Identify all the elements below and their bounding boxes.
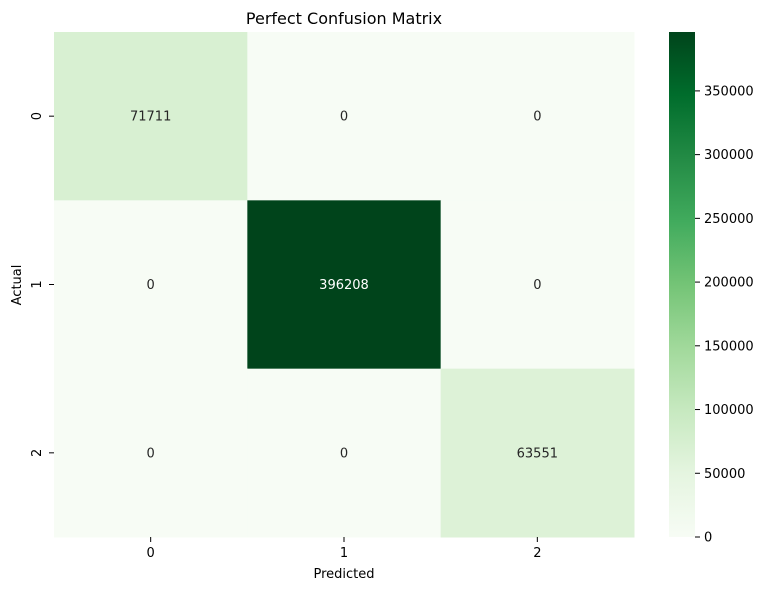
heatmap-cell-0-0 xyxy=(54,32,248,201)
cell-value-2-1: 0 xyxy=(340,446,348,461)
heatmap-cells xyxy=(54,32,635,538)
heatmap-cell-0-1 xyxy=(247,32,442,201)
colorbar xyxy=(669,32,695,537)
colorbar-tick-label-7: 350000 xyxy=(704,84,754,99)
colorbar-tick-label-2: 100000 xyxy=(704,403,754,418)
x-tick-label-2: 2 xyxy=(533,546,541,561)
y-axis-ticks: 0 1 2 xyxy=(30,112,54,457)
heatmap-cell-2-1 xyxy=(247,368,442,538)
y-tick-label-0: 0 xyxy=(30,112,45,120)
cell-value-0-0: 71711 xyxy=(130,110,171,125)
heatmap-cell-2-0 xyxy=(54,368,248,538)
heatmap-cell-0-2 xyxy=(440,32,635,201)
y-axis-label: Actual xyxy=(10,265,25,306)
cell-value-0-2: 0 xyxy=(533,110,541,125)
colorbar-tick-label-1: 50000 xyxy=(704,467,745,482)
colorbar-tick-label-4: 200000 xyxy=(704,276,754,291)
cell-value-2-2: 63551 xyxy=(517,446,558,461)
cell-value-2-0: 0 xyxy=(147,446,155,461)
heatmap-cell-1-2 xyxy=(440,200,635,370)
y-tick-label-2: 2 xyxy=(30,449,45,457)
chart-title: Perfect Confusion Matrix xyxy=(246,9,442,28)
heatmap-cell-1-0 xyxy=(54,200,248,370)
colorbar-ticks: 0 50000 100000 150000 200000 250000 300000 3500… xyxy=(695,84,754,546)
heatmap-cell-2-2 xyxy=(440,368,635,538)
cell-value-1-0: 0 xyxy=(147,278,155,293)
colorbar-tick-label-3: 150000 xyxy=(704,339,754,354)
colorbar-tick-label-0: 0 xyxy=(704,531,712,546)
cell-value-1-1: 396208 xyxy=(319,278,369,293)
heatmap-cell-1-1 xyxy=(247,200,442,370)
heatmap-cell-labels: 71711 0 0 0 396208 0 0 0 63551 xyxy=(130,110,558,462)
x-axis-label: Predicted xyxy=(313,567,374,582)
cell-value-0-1: 0 xyxy=(340,110,348,125)
colorbar-tick-label-5: 250000 xyxy=(704,212,754,227)
x-tick-label-0: 0 xyxy=(147,546,155,561)
x-axis-ticks: 0 1 2 xyxy=(147,537,541,561)
cell-value-1-2: 0 xyxy=(533,278,541,293)
x-tick-label-1: 1 xyxy=(340,546,348,561)
colorbar-tick-label-6: 300000 xyxy=(704,148,754,163)
y-tick-label-1: 1 xyxy=(30,280,45,288)
